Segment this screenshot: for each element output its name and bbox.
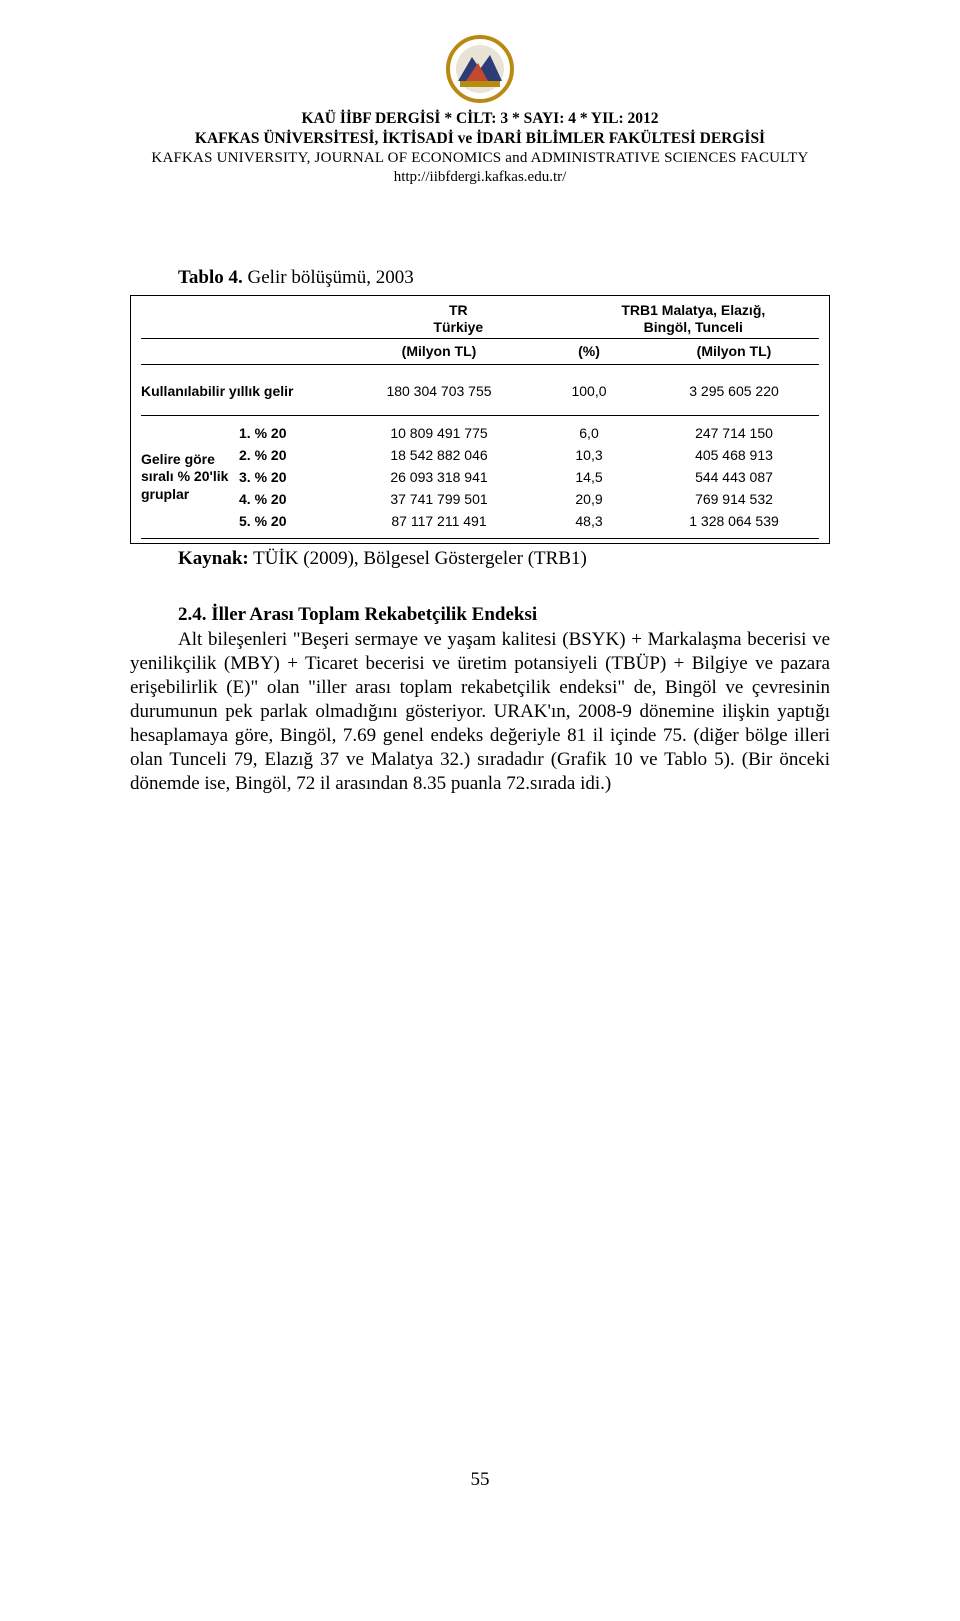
- table-caption-number: Tablo 4.: [178, 267, 243, 288]
- quintile-group-caption: Gelire göre sıralı % 20'lik gruplar: [141, 422, 239, 532]
- cell: 100,0: [529, 383, 649, 399]
- header-line-3: KAFKAS UNIVERSITY, JOURNAL OF ECONOMICS …: [130, 149, 830, 168]
- cell: 6,0: [529, 425, 649, 441]
- quintile-label: 3. % 20: [239, 469, 349, 485]
- table-row: 1. % 2010 809 491 7756,0247 714 150: [239, 422, 819, 444]
- cell: 544 443 087: [649, 469, 819, 485]
- cell: 180 304 703 755: [349, 383, 529, 399]
- section-heading: 2.4. İller Arası Toplam Rekabetçilik End…: [178, 604, 830, 626]
- table-row-total: Kullanılabilir yıllık gelir 180 304 703 …: [141, 365, 819, 416]
- table-row: 5. % 2087 117 211 49148,31 328 064 539: [239, 510, 819, 532]
- cell: 87 117 211 491: [349, 513, 529, 529]
- cell: 247 714 150: [649, 425, 819, 441]
- cell: 18 542 882 046: [349, 447, 529, 463]
- table-source: Kaynak: TÜİK (2009), Bölgesel Göstergele…: [178, 548, 830, 570]
- header-url: http://iibfdergi.kafkas.edu.tr/: [130, 168, 830, 187]
- header-line-1: KAÜ İİBF DERGİSİ * CİLT: 3 * SAYI: 4 * Y…: [130, 109, 830, 129]
- col-group-turkey: TR Türkiye: [349, 302, 568, 335]
- source-label: Kaynak:: [178, 548, 249, 569]
- quintile-label: 1. % 20: [239, 425, 349, 441]
- source-text: TÜİK (2009), Bölgesel Göstergeler (TRB1): [249, 548, 587, 569]
- col-group-trb1: TRB1 Malatya, Elazığ, Bingöl, Tunceli: [568, 302, 819, 335]
- cell: 26 093 318 941: [349, 469, 529, 485]
- table-row: 3. % 2026 093 318 94114,5544 443 087: [239, 466, 819, 488]
- cell: 14,5: [529, 469, 649, 485]
- table-caption: Tablo 4. Gelir bölüşümü, 2003: [178, 267, 830, 289]
- header-line-2: KAFKAS ÜNİVERSİTESİ, İKTİSADİ ve İDARİ B…: [130, 129, 830, 149]
- subhead-percent: (%): [529, 343, 649, 359]
- journal-header: KAÜ İİBF DERGİSİ * CİLT: 3 * SAYI: 4 * Y…: [130, 109, 830, 187]
- cell: 37 741 799 501: [349, 491, 529, 507]
- subhead-million-tl-1: (Milyon TL): [349, 343, 529, 359]
- quintile-label: 2. % 20: [239, 447, 349, 463]
- table-caption-text: Gelir bölüşümü, 2003: [243, 267, 414, 288]
- cell: 405 468 913: [649, 447, 819, 463]
- cell: 20,9: [529, 491, 649, 507]
- subhead-million-tl-2: (Milyon TL): [649, 343, 819, 359]
- university-logo-icon: [444, 35, 516, 103]
- cell: 10,3: [529, 447, 649, 463]
- table-row: 4. % 2037 741 799 50120,9769 914 532: [239, 488, 819, 510]
- table-row: 2. % 2018 542 882 04610,3405 468 913: [239, 444, 819, 466]
- quintile-label: 5. % 20: [239, 513, 349, 529]
- page-number: 55: [0, 1469, 960, 1491]
- income-distribution-table: TR Türkiye TRB1 Malatya, Elazığ, Bingöl,…: [130, 295, 830, 544]
- quintile-label: 4. % 20: [239, 491, 349, 507]
- table-header-row: TR Türkiye TRB1 Malatya, Elazığ, Bingöl,…: [141, 302, 819, 339]
- row-label-total: Kullanılabilir yıllık gelir: [141, 383, 349, 399]
- cell: 10 809 491 775: [349, 425, 529, 441]
- cell: 3 295 605 220: [649, 383, 819, 399]
- cell: 769 914 532: [649, 491, 819, 507]
- section-body: Alt bileşenleri "Beşeri sermaye ve yaşam…: [130, 628, 830, 796]
- table-subheader-row: (Milyon TL) (%) (Milyon TL): [141, 339, 819, 365]
- cell: 1 328 064 539: [649, 513, 819, 529]
- cell: 48,3: [529, 513, 649, 529]
